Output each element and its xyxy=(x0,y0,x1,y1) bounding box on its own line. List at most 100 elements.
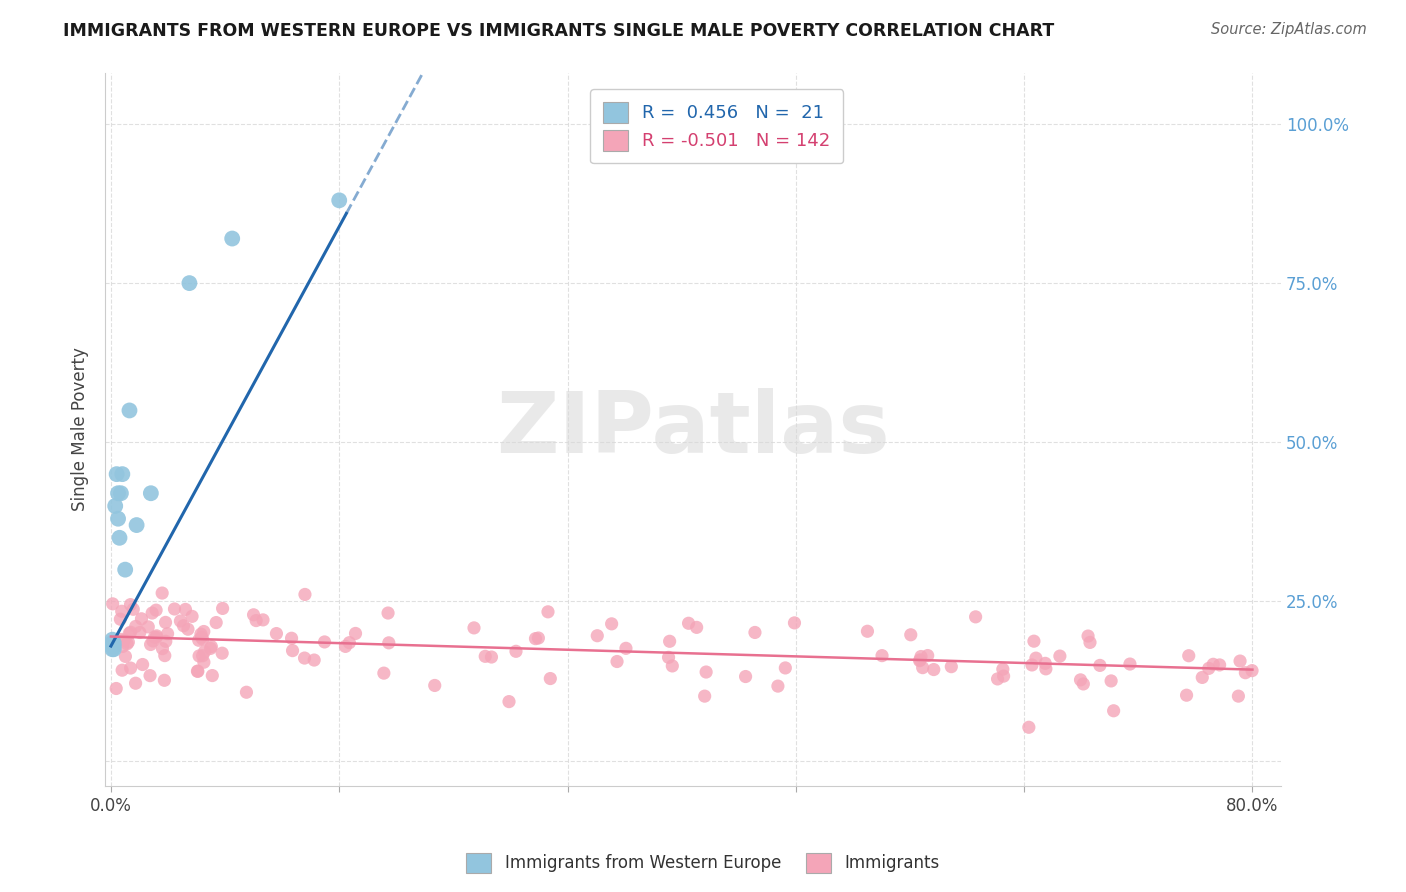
Point xyxy=(111,640,134,654)
Point xyxy=(1227,689,1250,703)
Point xyxy=(378,636,401,650)
Point xyxy=(191,648,214,663)
Point xyxy=(111,604,134,618)
Point xyxy=(911,660,934,674)
Point xyxy=(614,641,637,656)
Point xyxy=(1099,673,1122,688)
Point xyxy=(188,648,211,663)
Point xyxy=(266,626,288,640)
Point xyxy=(1234,665,1257,680)
Point xyxy=(145,603,167,617)
Point xyxy=(131,657,153,672)
Point xyxy=(917,648,939,663)
Legend: R =  0.456   N =  21, R = -0.501   N = 142: R = 0.456 N = 21, R = -0.501 N = 142 xyxy=(591,89,844,163)
Point xyxy=(112,633,135,648)
Point xyxy=(173,619,195,633)
Point xyxy=(128,625,150,640)
Point xyxy=(498,695,520,709)
Point xyxy=(139,638,162,652)
Point xyxy=(1073,677,1095,691)
Point xyxy=(190,627,212,641)
Point xyxy=(1035,662,1057,676)
Point xyxy=(1022,634,1045,648)
Point xyxy=(155,615,177,630)
Point xyxy=(200,640,222,654)
Text: ZIPatlas: ZIPatlas xyxy=(496,388,890,471)
Point xyxy=(1102,704,1125,718)
Point xyxy=(314,635,336,649)
Point xyxy=(965,610,987,624)
Point xyxy=(775,661,797,675)
Point xyxy=(101,636,124,650)
Point xyxy=(335,640,357,654)
Point xyxy=(150,586,173,600)
Point xyxy=(101,632,124,647)
Point xyxy=(373,666,395,681)
Point xyxy=(193,645,215,659)
Point xyxy=(110,632,132,647)
Point xyxy=(1175,688,1198,702)
Point xyxy=(169,614,191,628)
Point xyxy=(900,628,922,642)
Point xyxy=(1088,658,1111,673)
Point xyxy=(766,679,789,693)
Point xyxy=(294,651,316,665)
Point xyxy=(910,649,932,664)
Point xyxy=(190,630,212,644)
Point xyxy=(221,231,243,245)
Point xyxy=(136,620,159,634)
Point xyxy=(337,635,360,649)
Point xyxy=(280,632,302,646)
Point xyxy=(107,512,129,526)
Point xyxy=(114,649,136,664)
Point xyxy=(105,467,128,482)
Point xyxy=(734,669,756,683)
Point xyxy=(678,616,700,631)
Point xyxy=(377,606,399,620)
Point xyxy=(1018,720,1040,734)
Point xyxy=(695,665,717,679)
Point xyxy=(101,597,124,611)
Point xyxy=(252,613,274,627)
Point xyxy=(1198,661,1220,675)
Point xyxy=(908,653,931,667)
Point xyxy=(122,602,145,616)
Point xyxy=(302,653,325,667)
Point xyxy=(1025,651,1047,665)
Point xyxy=(941,659,963,673)
Point xyxy=(193,655,215,669)
Point xyxy=(191,632,214,647)
Point xyxy=(474,649,496,664)
Point xyxy=(103,639,125,653)
Point xyxy=(105,681,128,696)
Point xyxy=(111,467,134,482)
Point xyxy=(131,612,153,626)
Point xyxy=(118,626,141,640)
Point xyxy=(181,609,204,624)
Point xyxy=(120,598,142,612)
Point xyxy=(145,629,167,643)
Point xyxy=(125,518,148,533)
Point xyxy=(685,620,707,634)
Point xyxy=(120,625,142,640)
Point xyxy=(153,648,176,663)
Point xyxy=(658,634,681,648)
Point xyxy=(120,661,142,675)
Point xyxy=(177,622,200,636)
Point xyxy=(143,630,166,644)
Point xyxy=(201,668,224,682)
Point xyxy=(200,641,222,656)
Point xyxy=(245,614,267,628)
Point xyxy=(463,621,485,635)
Point xyxy=(856,624,879,639)
Point xyxy=(139,668,162,682)
Point xyxy=(141,606,163,620)
Point xyxy=(524,632,547,646)
Point xyxy=(527,631,550,645)
Point xyxy=(1208,657,1230,672)
Point xyxy=(344,626,367,640)
Point xyxy=(187,633,209,648)
Point xyxy=(1021,657,1043,672)
Point xyxy=(586,629,609,643)
Y-axis label: Single Male Poverty: Single Male Poverty xyxy=(72,348,89,511)
